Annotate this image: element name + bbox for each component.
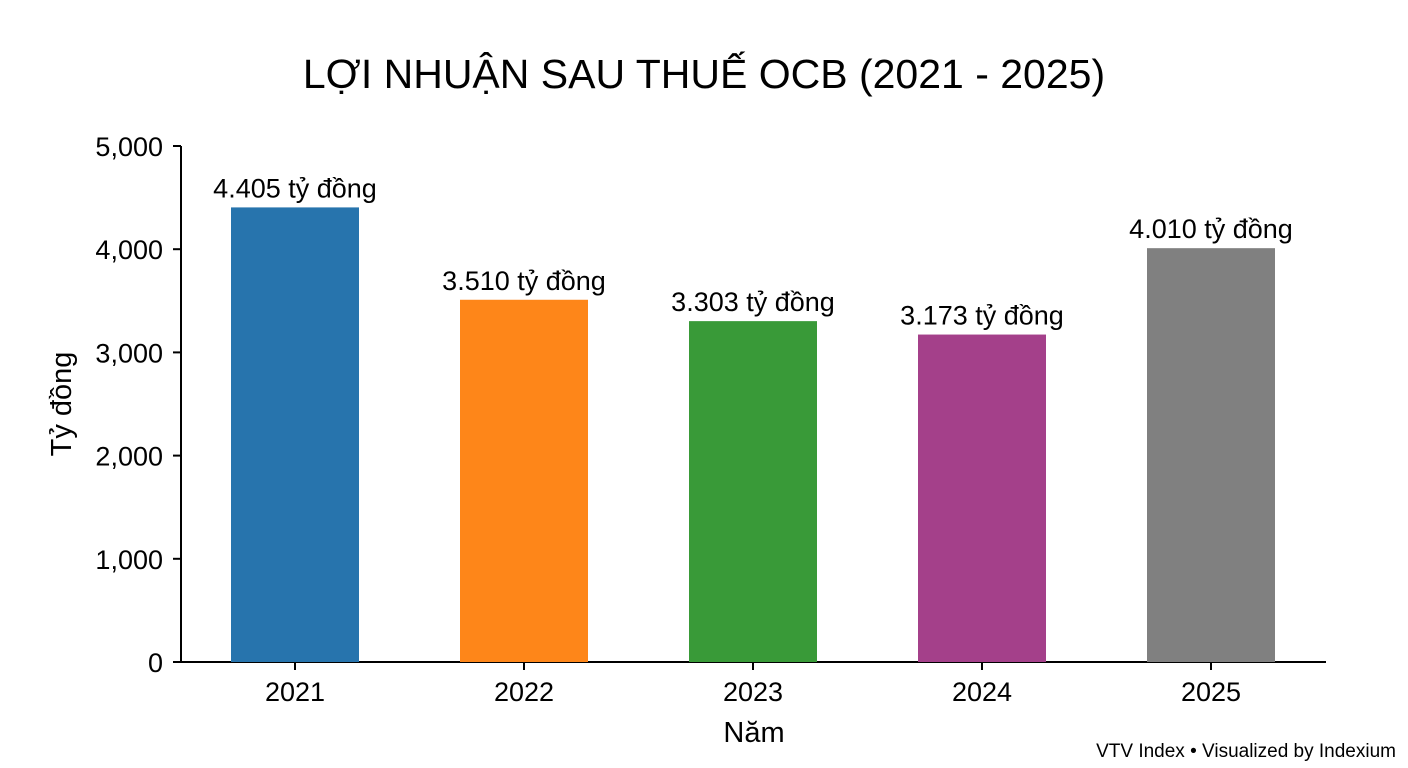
x-axis-title: Năm [723, 717, 784, 749]
y-tick-label: 5,000 [95, 132, 163, 162]
bar-value-label: 4.405 tỷ đồng [213, 173, 377, 203]
bar-value-label: 4.010 tỷ đồng [1129, 214, 1293, 244]
x-tick-label: 2025 [1181, 677, 1241, 707]
x-axis: 2021 2022 2023 2024 2025 [180, 661, 1326, 707]
y-tick-label: 2,000 [95, 442, 163, 472]
bar-value-labels: 4.405 tỷ đồng 3.510 tỷ đồng 3.303 tỷ đồng 3… [213, 173, 1293, 330]
bar-value-label: 3.173 tỷ đồng [900, 301, 1064, 331]
bar-value-label: 3.510 tỷ đồng [442, 266, 606, 296]
x-tick-label: 2022 [494, 677, 554, 707]
bar-value-label: 3.303 tỷ đồng [671, 287, 835, 317]
bar-2024 [918, 334, 1046, 662]
x-tick-label: 2021 [265, 677, 325, 707]
x-tick-label: 2024 [952, 677, 1012, 707]
y-tick-label: 3,000 [95, 338, 163, 368]
x-tick-label: 2023 [723, 677, 783, 707]
y-tick-label: 1,000 [95, 545, 163, 575]
bar-2022 [460, 299, 588, 662]
bar-2021 [231, 207, 359, 663]
bar-2025 [1147, 248, 1275, 662]
bars [231, 207, 1275, 663]
y-tick-label: 4,000 [95, 235, 163, 265]
y-tick-label: 0 [148, 648, 163, 678]
y-axis-title: Tỷ đồng [46, 352, 78, 457]
y-axis: 0 1,000 2,000 3,000 4,000 5,000 [95, 132, 182, 678]
chart-title: LỢI NHUẬN SAU THUẾ OCB (2021 - 2025) [302, 51, 1106, 97]
bar-2023 [689, 321, 817, 662]
source-note: VTV Index • Visualized by Indexium [1096, 741, 1396, 762]
